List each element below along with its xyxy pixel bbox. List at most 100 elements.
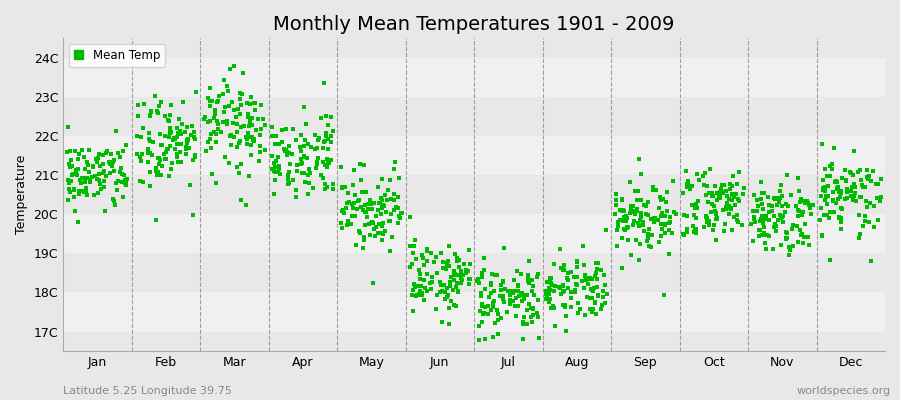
Point bbox=[542, 291, 556, 297]
Point bbox=[151, 154, 166, 161]
Point bbox=[389, 204, 403, 210]
Point bbox=[677, 212, 691, 218]
Point bbox=[206, 129, 220, 136]
Point bbox=[646, 184, 661, 190]
Point bbox=[442, 321, 456, 327]
Point bbox=[441, 262, 455, 269]
Point bbox=[629, 206, 643, 212]
Point bbox=[563, 294, 578, 301]
Point bbox=[98, 172, 112, 179]
Point bbox=[814, 232, 829, 239]
Point bbox=[626, 202, 640, 209]
Point bbox=[776, 219, 790, 225]
Point bbox=[379, 209, 393, 215]
Point bbox=[593, 267, 608, 274]
Point bbox=[290, 167, 304, 174]
Point bbox=[143, 108, 157, 114]
Point bbox=[345, 201, 359, 208]
Point bbox=[718, 204, 733, 211]
Point bbox=[590, 284, 604, 290]
Point bbox=[366, 200, 381, 206]
Point bbox=[318, 138, 332, 144]
Point bbox=[433, 288, 447, 295]
Point bbox=[60, 176, 75, 183]
Point bbox=[770, 195, 785, 201]
Point bbox=[477, 254, 491, 261]
Point bbox=[179, 140, 194, 146]
Point bbox=[594, 306, 608, 312]
Point bbox=[662, 251, 677, 257]
Point bbox=[69, 166, 84, 173]
Point bbox=[201, 95, 215, 101]
Bar bbox=[63, 214, 885, 253]
Point bbox=[324, 157, 338, 164]
Point bbox=[316, 144, 330, 151]
Point bbox=[624, 203, 638, 210]
Point bbox=[171, 116, 185, 122]
Point bbox=[688, 215, 703, 221]
Point bbox=[94, 186, 108, 192]
Point bbox=[245, 134, 259, 140]
Point bbox=[240, 114, 255, 120]
Point bbox=[814, 193, 828, 199]
Point bbox=[272, 166, 286, 172]
Point bbox=[442, 305, 456, 311]
Point bbox=[521, 272, 535, 278]
Point bbox=[218, 154, 232, 160]
Point bbox=[698, 214, 713, 220]
Point bbox=[216, 119, 230, 125]
Point bbox=[78, 166, 93, 172]
Point bbox=[298, 179, 312, 185]
Point bbox=[463, 261, 477, 267]
Point bbox=[584, 309, 598, 316]
Point bbox=[486, 304, 500, 310]
Point bbox=[446, 287, 460, 294]
Point bbox=[584, 276, 598, 283]
Point bbox=[715, 182, 729, 188]
Point bbox=[185, 122, 200, 129]
Point bbox=[608, 211, 622, 218]
Point bbox=[792, 208, 806, 214]
Point bbox=[620, 225, 634, 231]
Point bbox=[586, 288, 600, 294]
Point bbox=[154, 99, 168, 105]
Point bbox=[710, 215, 724, 222]
Point bbox=[240, 110, 255, 117]
Point bbox=[211, 126, 225, 132]
Point bbox=[646, 187, 661, 193]
Point bbox=[173, 128, 187, 134]
Point bbox=[688, 205, 703, 212]
Point bbox=[335, 184, 349, 190]
Point bbox=[315, 158, 329, 165]
Point bbox=[563, 268, 578, 275]
Point bbox=[867, 224, 881, 230]
Point bbox=[428, 254, 443, 260]
Point bbox=[412, 267, 427, 274]
Point bbox=[99, 150, 113, 156]
Point bbox=[831, 196, 845, 202]
Point bbox=[241, 134, 256, 140]
Point bbox=[759, 216, 773, 223]
Point bbox=[267, 164, 282, 170]
Point bbox=[800, 200, 814, 206]
Point bbox=[633, 217, 647, 224]
Point bbox=[654, 221, 669, 227]
Point bbox=[716, 190, 730, 197]
Point bbox=[626, 218, 641, 225]
Point bbox=[577, 285, 591, 292]
Point bbox=[789, 203, 804, 210]
Point bbox=[148, 93, 163, 100]
Point bbox=[324, 139, 338, 146]
Point bbox=[81, 169, 95, 175]
Point bbox=[243, 120, 257, 126]
Point bbox=[284, 161, 298, 168]
Point bbox=[709, 210, 724, 216]
Point bbox=[570, 281, 584, 288]
Point bbox=[599, 227, 614, 234]
Point bbox=[233, 90, 248, 96]
Point bbox=[490, 272, 504, 278]
Point bbox=[569, 280, 583, 287]
Point bbox=[226, 120, 240, 126]
Point bbox=[798, 200, 813, 206]
Point bbox=[559, 328, 573, 334]
